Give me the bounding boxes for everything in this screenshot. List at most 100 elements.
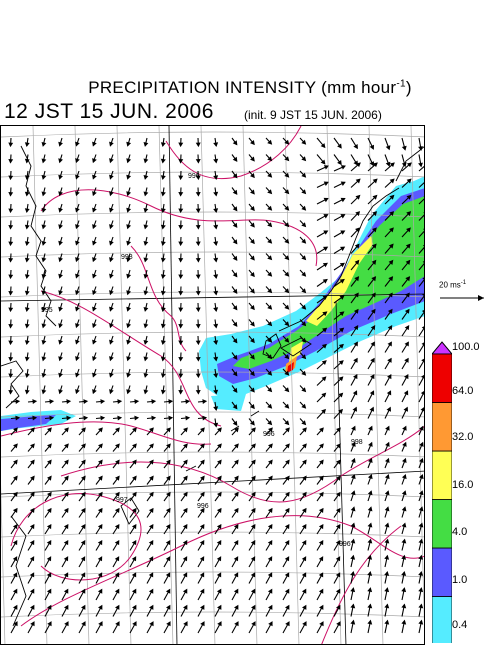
wind-arrow-head xyxy=(131,540,137,546)
wind-arrow-head xyxy=(75,191,80,197)
wind-arrow-head xyxy=(368,457,373,463)
wind-arrow-head xyxy=(385,161,391,167)
wind-arrow-head xyxy=(406,194,412,200)
wind-arrow-head xyxy=(195,274,201,280)
wind-arrow-head xyxy=(148,572,154,578)
wind-arrow-head xyxy=(389,211,395,217)
wind-arrow-head xyxy=(115,621,120,627)
reference-vector-label: 20 ms xyxy=(439,280,461,290)
wind-arrow-head xyxy=(148,507,154,513)
colorbar-label: 16.0 xyxy=(452,479,474,491)
wind-arrow-head xyxy=(420,390,424,395)
wind-arrow-head xyxy=(405,259,411,265)
wind-arrow-head xyxy=(151,399,157,404)
wind-arrow-head xyxy=(166,621,171,627)
wind-arrow-head xyxy=(337,143,342,149)
wind-arrow-head xyxy=(318,572,324,578)
wind-arrow-head xyxy=(109,290,114,296)
wind-arrow-head xyxy=(250,507,256,513)
wind-arrow-head xyxy=(143,306,149,312)
wind-arrow-head xyxy=(149,604,154,610)
wind-arrow-head xyxy=(340,246,346,252)
wind-arrow-head xyxy=(401,162,407,168)
wind-arrow-head xyxy=(423,196,424,197)
wind-arrow-head xyxy=(15,399,21,404)
wind-arrow-head xyxy=(301,420,307,426)
wind-arrow-head xyxy=(132,443,137,449)
wind-arrow-head xyxy=(47,621,52,627)
wind-arrow-head xyxy=(132,491,137,497)
wind-arrow-head xyxy=(338,408,343,414)
wind-arrow-head xyxy=(149,427,154,433)
wind-arrow-head xyxy=(419,425,424,431)
wind-arrow-head xyxy=(217,459,222,465)
wind-arrow-head xyxy=(178,373,184,379)
wind-arrow-head xyxy=(160,257,166,263)
wind-arrow-head xyxy=(109,306,114,312)
wind-arrow-head xyxy=(168,415,174,421)
wind-arrow-head xyxy=(384,490,390,496)
wind-arrow-head xyxy=(352,406,358,412)
colorbar-label: 100.0 xyxy=(452,341,480,353)
isobar-4 xyxy=(40,290,222,427)
wind-arrow-head xyxy=(403,390,409,396)
wind-arrow-head xyxy=(351,457,356,463)
wind-arrow-head xyxy=(250,540,256,546)
wind-arrow-head xyxy=(301,321,307,327)
wind-arrow-head xyxy=(58,356,63,362)
wind-arrow-head xyxy=(301,370,307,376)
title-text: PRECIPITATION INTENSITY (mm hour xyxy=(88,78,397,97)
wind-arrow-head xyxy=(350,587,356,593)
wind-arrow-head xyxy=(160,175,166,181)
wind-arrow-head xyxy=(165,507,171,513)
wind-arrow-head xyxy=(109,207,114,213)
wind-arrow-head xyxy=(143,207,149,213)
wind-arrow-head xyxy=(199,507,205,513)
wind-arrow-head xyxy=(339,262,345,268)
wind-arrow-head xyxy=(251,443,256,449)
wind-arrow-head xyxy=(216,588,222,594)
wind-arrow-head xyxy=(58,389,63,395)
wind-arrow-head xyxy=(301,139,307,145)
wind-arrow-shaft xyxy=(418,279,424,287)
parallel-line xyxy=(1,211,424,218)
wind-arrow-head xyxy=(217,491,222,497)
isobar-label: 997 xyxy=(116,497,128,504)
wind-arrow-head xyxy=(267,337,273,343)
wind-arrow-head xyxy=(302,443,307,449)
wind-arrow-head xyxy=(213,356,219,362)
wind-arrow-head xyxy=(109,273,114,279)
title-close: ) xyxy=(405,78,412,97)
wind-arrow-head xyxy=(250,370,255,377)
wind-arrow-head xyxy=(250,238,255,245)
wind-arrow-head xyxy=(178,356,184,362)
wind-arrow-head xyxy=(13,427,18,433)
wind-arrow-head xyxy=(232,189,238,195)
parallel-line xyxy=(1,171,424,178)
wind-arrow-head xyxy=(387,308,393,314)
wind-arrow-head xyxy=(195,158,201,164)
wind-arrow-head xyxy=(353,308,359,314)
wind-arrow-head xyxy=(80,556,86,562)
wind-arrow-head xyxy=(117,399,123,404)
wind-arrow-head xyxy=(13,604,18,610)
wind-arrow-head xyxy=(41,323,47,329)
wind-arrow-head xyxy=(195,224,201,230)
wind-arrow-head xyxy=(98,427,103,433)
wind-arrow-head xyxy=(372,211,378,217)
wind-arrow-head xyxy=(232,255,238,261)
wind-arrow-head xyxy=(149,491,154,497)
wind-arrow-head xyxy=(8,224,14,230)
wind-arrow-head xyxy=(114,572,120,578)
parallel-line xyxy=(1,451,424,458)
wind-arrow-head xyxy=(178,257,184,263)
wind-arrow-head xyxy=(75,141,80,147)
weather-map: 996 998 995 996 998 997 996 996 xyxy=(0,125,425,645)
wind-arrow-head xyxy=(47,459,52,465)
wind-arrow-head xyxy=(319,427,324,433)
colorbar-segment xyxy=(432,596,452,643)
wind-arrow-head xyxy=(421,342,424,346)
wind-arrow-head xyxy=(30,427,35,433)
wind-arrow-head xyxy=(318,588,324,594)
wind-arrow-head xyxy=(92,339,97,345)
